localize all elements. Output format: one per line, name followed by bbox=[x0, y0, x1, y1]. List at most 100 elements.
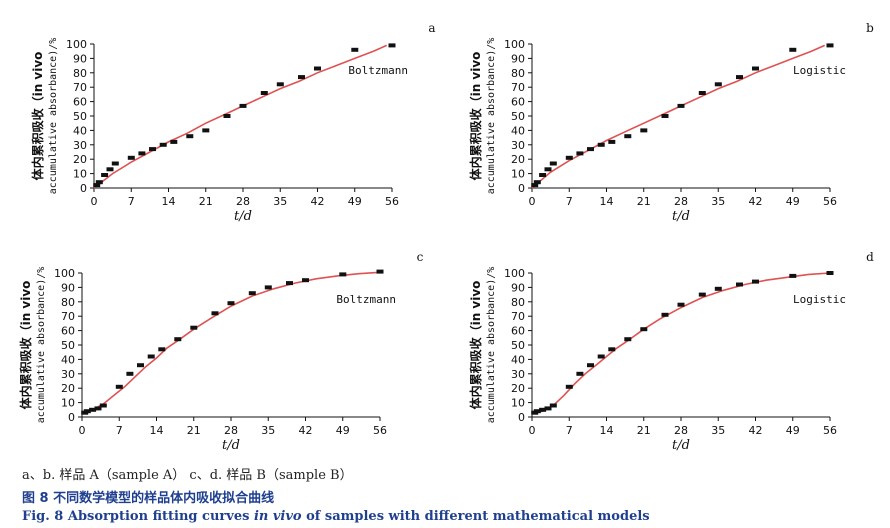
x-tick-label: 42 bbox=[749, 424, 763, 437]
data-point bbox=[147, 354, 155, 359]
data-point bbox=[698, 292, 706, 297]
x-tick-label: 28 bbox=[674, 424, 688, 437]
y-tick-label: 0 bbox=[518, 411, 525, 424]
data-point bbox=[714, 286, 722, 291]
data-point bbox=[339, 272, 347, 277]
y-tick-label: 90 bbox=[61, 281, 75, 294]
x-tick-label: 35 bbox=[273, 195, 287, 208]
panel-letter-b: b bbox=[866, 21, 874, 35]
data-point bbox=[264, 285, 272, 290]
y-tick-label: 60 bbox=[511, 96, 525, 109]
data-point bbox=[158, 347, 166, 352]
data-point bbox=[99, 403, 107, 408]
x-tick-label: 21 bbox=[637, 424, 651, 437]
x-tick-label: 35 bbox=[711, 195, 725, 208]
y-axis-label-cn-c: 体内累积吸收（in vivo bbox=[18, 281, 33, 410]
data-point bbox=[736, 282, 743, 287]
y-tick-label: 50 bbox=[73, 110, 87, 123]
data-point bbox=[239, 103, 247, 108]
x-tick-label: 35 bbox=[711, 424, 725, 437]
y-tick-label: 80 bbox=[511, 296, 525, 309]
y-tick-label: 0 bbox=[80, 182, 87, 195]
data-point bbox=[93, 183, 101, 188]
data-point bbox=[376, 269, 384, 274]
x-tick-label: 49 bbox=[786, 195, 800, 208]
y-tick-label: 80 bbox=[511, 67, 525, 80]
data-point bbox=[544, 406, 552, 411]
y-axis-label-cn-a: 体内累积吸收（in vivo bbox=[30, 52, 45, 181]
x-tick-label: 42 bbox=[749, 195, 763, 208]
y-tick-label: 0 bbox=[68, 411, 75, 424]
x-tick-label: 14 bbox=[600, 195, 614, 208]
chart-panel-c: 0 7 14 21 28 35 42 49 560102030405060708090100Bo… bbox=[18, 250, 424, 453]
data-point bbox=[115, 384, 123, 389]
y-tick-label: 100 bbox=[504, 38, 525, 51]
panel-letter-d: d bbox=[866, 250, 874, 264]
data-point bbox=[576, 371, 584, 376]
data-point bbox=[624, 337, 632, 342]
data-point bbox=[789, 273, 797, 278]
y-tick-label: 70 bbox=[511, 310, 525, 323]
data-point bbox=[149, 147, 156, 152]
data-point bbox=[640, 327, 648, 332]
data-point bbox=[137, 363, 144, 368]
data-point bbox=[624, 134, 632, 139]
y-tick-label: 50 bbox=[61, 339, 75, 352]
data-point bbox=[260, 91, 268, 95]
x-axis-label-b: t/d bbox=[672, 209, 690, 224]
data-point bbox=[276, 82, 284, 87]
y-tick-label: 40 bbox=[511, 124, 525, 137]
data-point bbox=[661, 312, 669, 317]
fit-curve-c bbox=[81, 271, 381, 414]
y-tick-label: 70 bbox=[73, 81, 87, 94]
x-tick-label: 0 bbox=[91, 195, 98, 208]
x-tick-label: 21 bbox=[637, 195, 651, 208]
x-tick-label: 21 bbox=[199, 195, 213, 208]
y-tick-label: 70 bbox=[511, 81, 525, 94]
data-point bbox=[202, 128, 210, 133]
model-label-b: Logistic bbox=[793, 64, 846, 77]
data-point bbox=[576, 151, 584, 156]
data-point bbox=[351, 47, 359, 52]
data-point bbox=[714, 82, 722, 87]
x-tick-label: 14 bbox=[150, 424, 164, 437]
y-tick-label: 20 bbox=[511, 153, 525, 166]
y-tick-label: 90 bbox=[511, 52, 525, 65]
data-point bbox=[661, 114, 669, 118]
x-tick-label: 42 bbox=[299, 424, 313, 437]
data-point bbox=[587, 147, 594, 152]
data-point bbox=[533, 409, 541, 414]
data-point bbox=[826, 43, 834, 48]
data-point bbox=[608, 347, 616, 352]
caption-title-en-italic: in vivo bbox=[253, 509, 302, 524]
y-tick-label: 100 bbox=[54, 267, 75, 280]
x-tick-label: 56 bbox=[385, 195, 399, 208]
data-point bbox=[789, 47, 797, 52]
data-point bbox=[565, 384, 573, 389]
y-tick-label: 30 bbox=[511, 368, 525, 381]
x-tick-label: 7 bbox=[116, 424, 123, 437]
x-tick-label: 56 bbox=[823, 424, 837, 437]
x-tick-label: 7 bbox=[128, 195, 135, 208]
data-point bbox=[101, 173, 109, 177]
y-tick-label: 80 bbox=[73, 67, 87, 80]
x-tick-label: 14 bbox=[600, 424, 614, 437]
x-tick-label: 49 bbox=[348, 195, 362, 208]
y-tick-label: 20 bbox=[61, 382, 75, 395]
data-point bbox=[565, 155, 573, 160]
y-axis-label-cn-b: 体内累积吸收（in vivo bbox=[468, 52, 483, 181]
x-tick-label: 14 bbox=[162, 195, 176, 208]
y-tick-label: 30 bbox=[73, 139, 87, 152]
y-tick-label: 20 bbox=[511, 382, 525, 395]
data-point bbox=[531, 183, 539, 188]
y-tick-label: 60 bbox=[61, 325, 75, 338]
y-tick-label: 90 bbox=[511, 281, 525, 294]
chart-panel-b: 0 7 14 21 28 35 42 49 560102030405060708090100Lo… bbox=[468, 21, 874, 224]
fit-curve-b bbox=[531, 44, 826, 189]
data-point bbox=[388, 43, 396, 48]
data-point bbox=[752, 279, 759, 284]
y-tick-label: 10 bbox=[61, 397, 75, 410]
data-point bbox=[190, 325, 198, 330]
y-tick-label: 100 bbox=[66, 38, 87, 51]
